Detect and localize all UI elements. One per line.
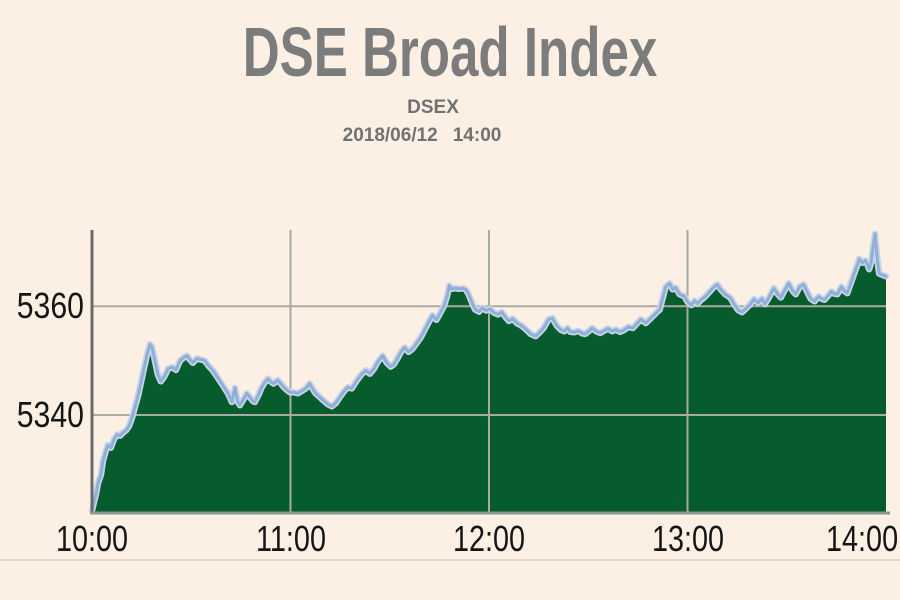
chart-date: 2018/06/12 <box>342 125 438 146</box>
chart-subtitle: DSEX <box>407 97 459 118</box>
chart-time: 14:00 <box>452 125 502 146</box>
chart-timestamp: 2018/06/12 14:00 <box>0 126 844 145</box>
chart-title: DSE Broad Index <box>242 13 658 91</box>
bottom-divider <box>0 559 900 561</box>
series-line <box>90 232 888 512</box>
